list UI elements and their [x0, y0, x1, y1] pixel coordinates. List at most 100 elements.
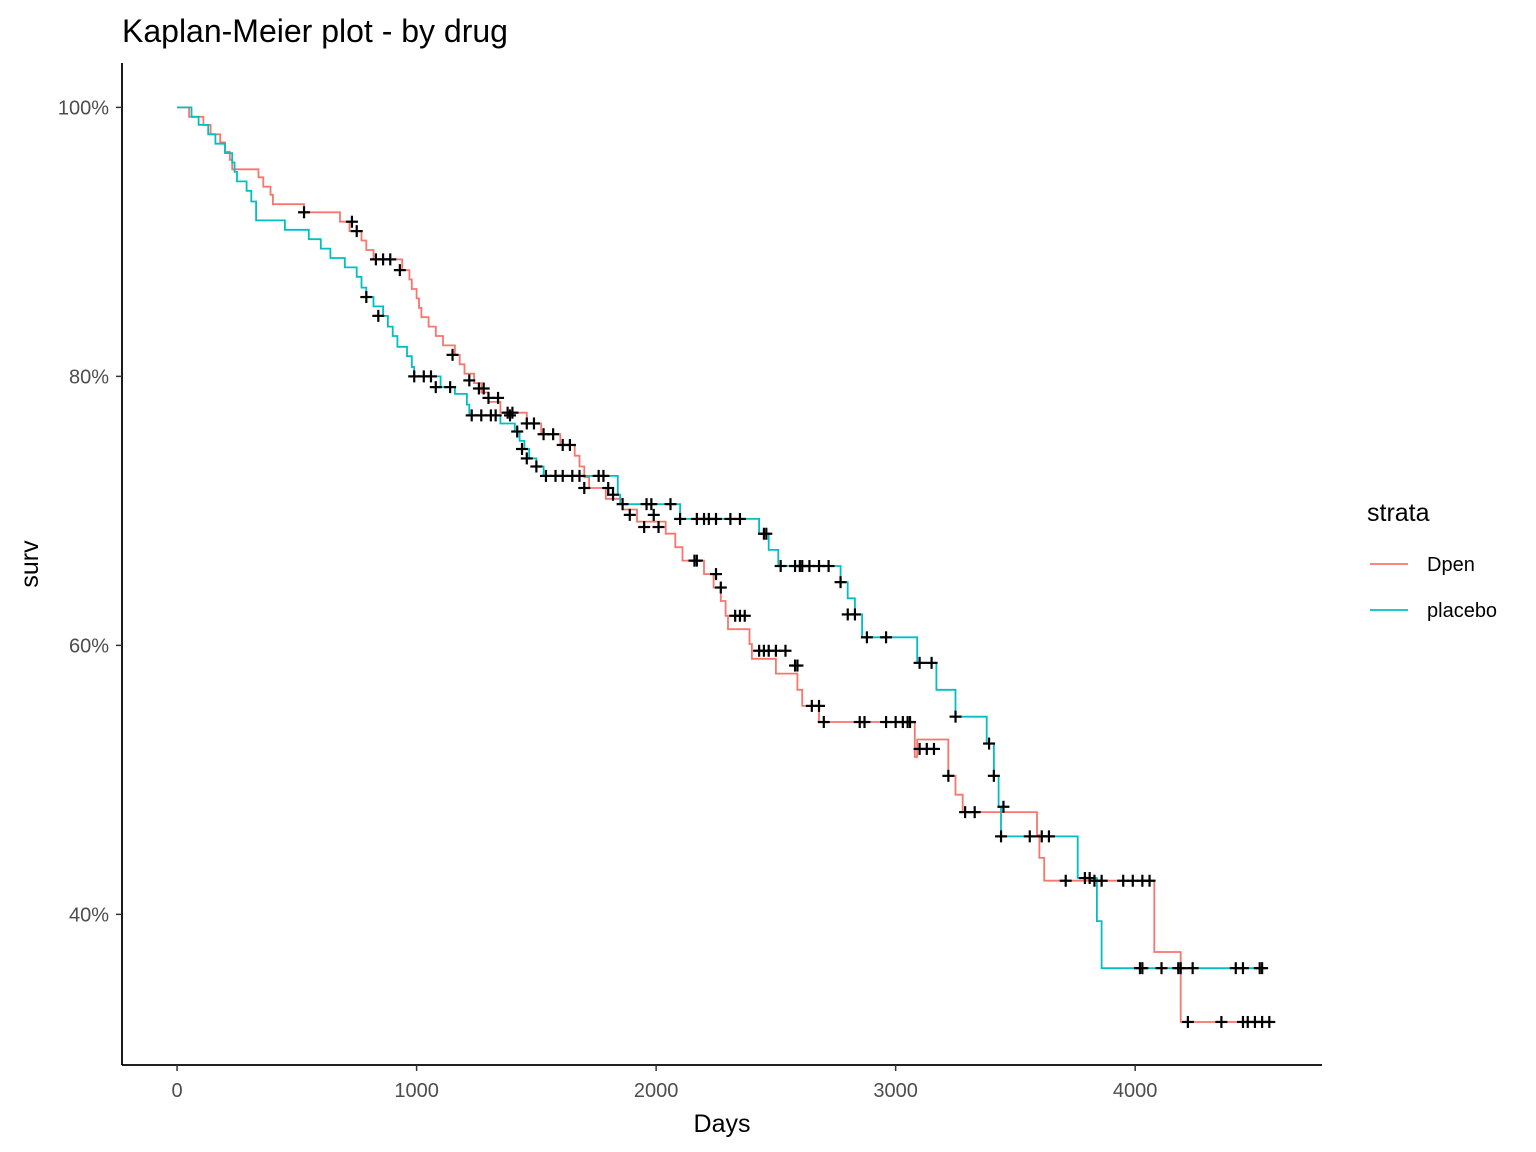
censor-mark-placebo: [674, 512, 687, 525]
y-axis-ticks: 40% 60% 80% 100%: [58, 97, 122, 926]
censor-mark-Dpen: [738, 609, 751, 622]
censor-mark-placebo: [504, 409, 517, 422]
legend-item-placebo: placebo: [1370, 600, 1497, 622]
censor-mark-placebo: [834, 576, 847, 589]
censor-mark-Dpen: [623, 508, 636, 521]
censor-mark-Dpen: [602, 482, 615, 495]
censor-mark-placebo: [1136, 962, 1149, 975]
censor-mark-placebo: [511, 425, 524, 438]
legend-items: Dpen placebo: [1370, 554, 1497, 622]
censor-mark-placebo: [1023, 830, 1036, 843]
censor-mark-placebo: [925, 656, 938, 669]
censor-mark-Dpen: [791, 659, 804, 672]
censor-mark-placebo: [1256, 962, 1269, 975]
censor-mark-placebo: [995, 830, 1008, 843]
censor-mark-Dpen: [463, 374, 476, 387]
censor-mark-Dpen: [1143, 874, 1156, 887]
censor-mark-placebo: [372, 309, 385, 322]
censor-mark-placebo: [1174, 962, 1187, 975]
censor-mark-placebo: [607, 488, 620, 501]
censor-mark-placebo: [573, 469, 586, 482]
censor-mark-Dpen: [446, 348, 459, 361]
legend-item-Dpen: Dpen: [1370, 554, 1475, 576]
censor-mark-Dpen: [393, 264, 406, 277]
y-tick-label: 80%: [69, 366, 109, 388]
x-tick-label: 1000: [394, 1080, 439, 1102]
censor-mark-Dpen: [1059, 874, 1072, 887]
censor-mark-Dpen: [638, 521, 651, 534]
censor-mark-placebo: [516, 443, 528, 456]
censor-mark-placebo: [429, 381, 442, 394]
censor-mark-Dpen: [1095, 874, 1108, 887]
y-axis-title: surv: [16, 540, 44, 588]
censor-mark-Dpen: [942, 769, 955, 782]
censor-mark-Dpen: [384, 253, 397, 266]
censor-mark-Dpen: [652, 521, 665, 534]
censor-mark-placebo: [1186, 962, 1199, 975]
censor-mark-Dpen: [817, 716, 830, 729]
censor-mark-Dpen: [858, 716, 871, 729]
censor-mark-Dpen: [647, 508, 660, 521]
censor-mark-Dpen: [927, 742, 940, 755]
censor-mark-placebo: [1042, 830, 1055, 843]
censor-mark-placebo: [664, 498, 677, 511]
censor-mark-placebo: [530, 460, 543, 473]
censor-mark-Dpen: [345, 215, 358, 228]
censor-mark-Dpen: [527, 417, 540, 430]
x-tick-label: 2000: [634, 1080, 679, 1102]
survival-curves: [177, 106, 1270, 1023]
censor-marks: [298, 206, 1276, 1028]
censor-mark-placebo: [1083, 872, 1096, 885]
censor-mark-placebo: [983, 737, 996, 750]
censor-mark-placebo: [860, 631, 873, 644]
censor-mark-Dpen: [690, 554, 703, 567]
censor-mark-placebo: [949, 710, 962, 723]
censor-mark-placebo: [645, 498, 658, 511]
censor-mark-placebo: [987, 769, 1000, 782]
censor-mark-placebo: [997, 800, 1010, 813]
censor-mark-placebo: [848, 608, 861, 621]
x-axis-ticks: 0 1000 2000 3000 4000: [172, 1065, 1158, 1102]
censor-mark-placebo: [597, 469, 610, 482]
y-tick-label: 60%: [69, 635, 109, 657]
chart-title: Kaplan-Meier plot - by drug: [122, 13, 508, 49]
censor-mark-placebo: [1236, 962, 1249, 975]
censor-mark-placebo: [424, 370, 437, 383]
censor-mark-placebo: [760, 527, 773, 540]
survival-curve-Dpen: [177, 106, 1270, 1023]
censor-mark-placebo: [489, 409, 502, 422]
x-tick-label: 3000: [873, 1080, 918, 1102]
censor-mark-Dpen: [506, 406, 519, 419]
censor-mark-Dpen: [1215, 1015, 1228, 1028]
censor-mark-placebo: [1155, 962, 1168, 975]
censor-mark-Dpen: [813, 699, 826, 712]
plot-area: [177, 106, 1276, 1028]
legend-label-Dpen: Dpen: [1427, 554, 1475, 576]
censor-mark-placebo: [710, 512, 723, 525]
censor-mark-Dpen: [477, 382, 490, 395]
legend-label-placebo: placebo: [1427, 600, 1497, 622]
x-tick-label: 4000: [1113, 1080, 1158, 1102]
censor-mark-Dpen: [714, 581, 727, 594]
legend: strata Dpen placebo: [1367, 499, 1497, 622]
censor-mark-Dpen: [616, 498, 629, 511]
censor-mark-Dpen: [298, 206, 311, 219]
censor-mark-Dpen: [1181, 1015, 1194, 1028]
legend-title: strata: [1367, 499, 1430, 527]
censor-mark-placebo: [913, 656, 926, 669]
survival-curve-placebo: [177, 106, 1263, 970]
y-tick-label: 40%: [69, 904, 109, 926]
censor-mark-Dpen: [350, 225, 363, 238]
censor-mark-Dpen: [968, 806, 981, 819]
x-tick-label: 0: [172, 1080, 183, 1102]
censor-mark-Dpen: [779, 644, 792, 657]
censor-mark-placebo: [880, 631, 893, 644]
censor-mark-Dpen: [1263, 1015, 1276, 1028]
censor-mark-placebo: [822, 560, 835, 573]
censor-mark-Dpen: [904, 716, 917, 729]
censor-mark-Dpen: [547, 428, 560, 441]
censor-mark-placebo: [774, 560, 787, 573]
censor-mark-Dpen: [710, 568, 723, 581]
censor-mark-Dpen: [578, 482, 591, 495]
